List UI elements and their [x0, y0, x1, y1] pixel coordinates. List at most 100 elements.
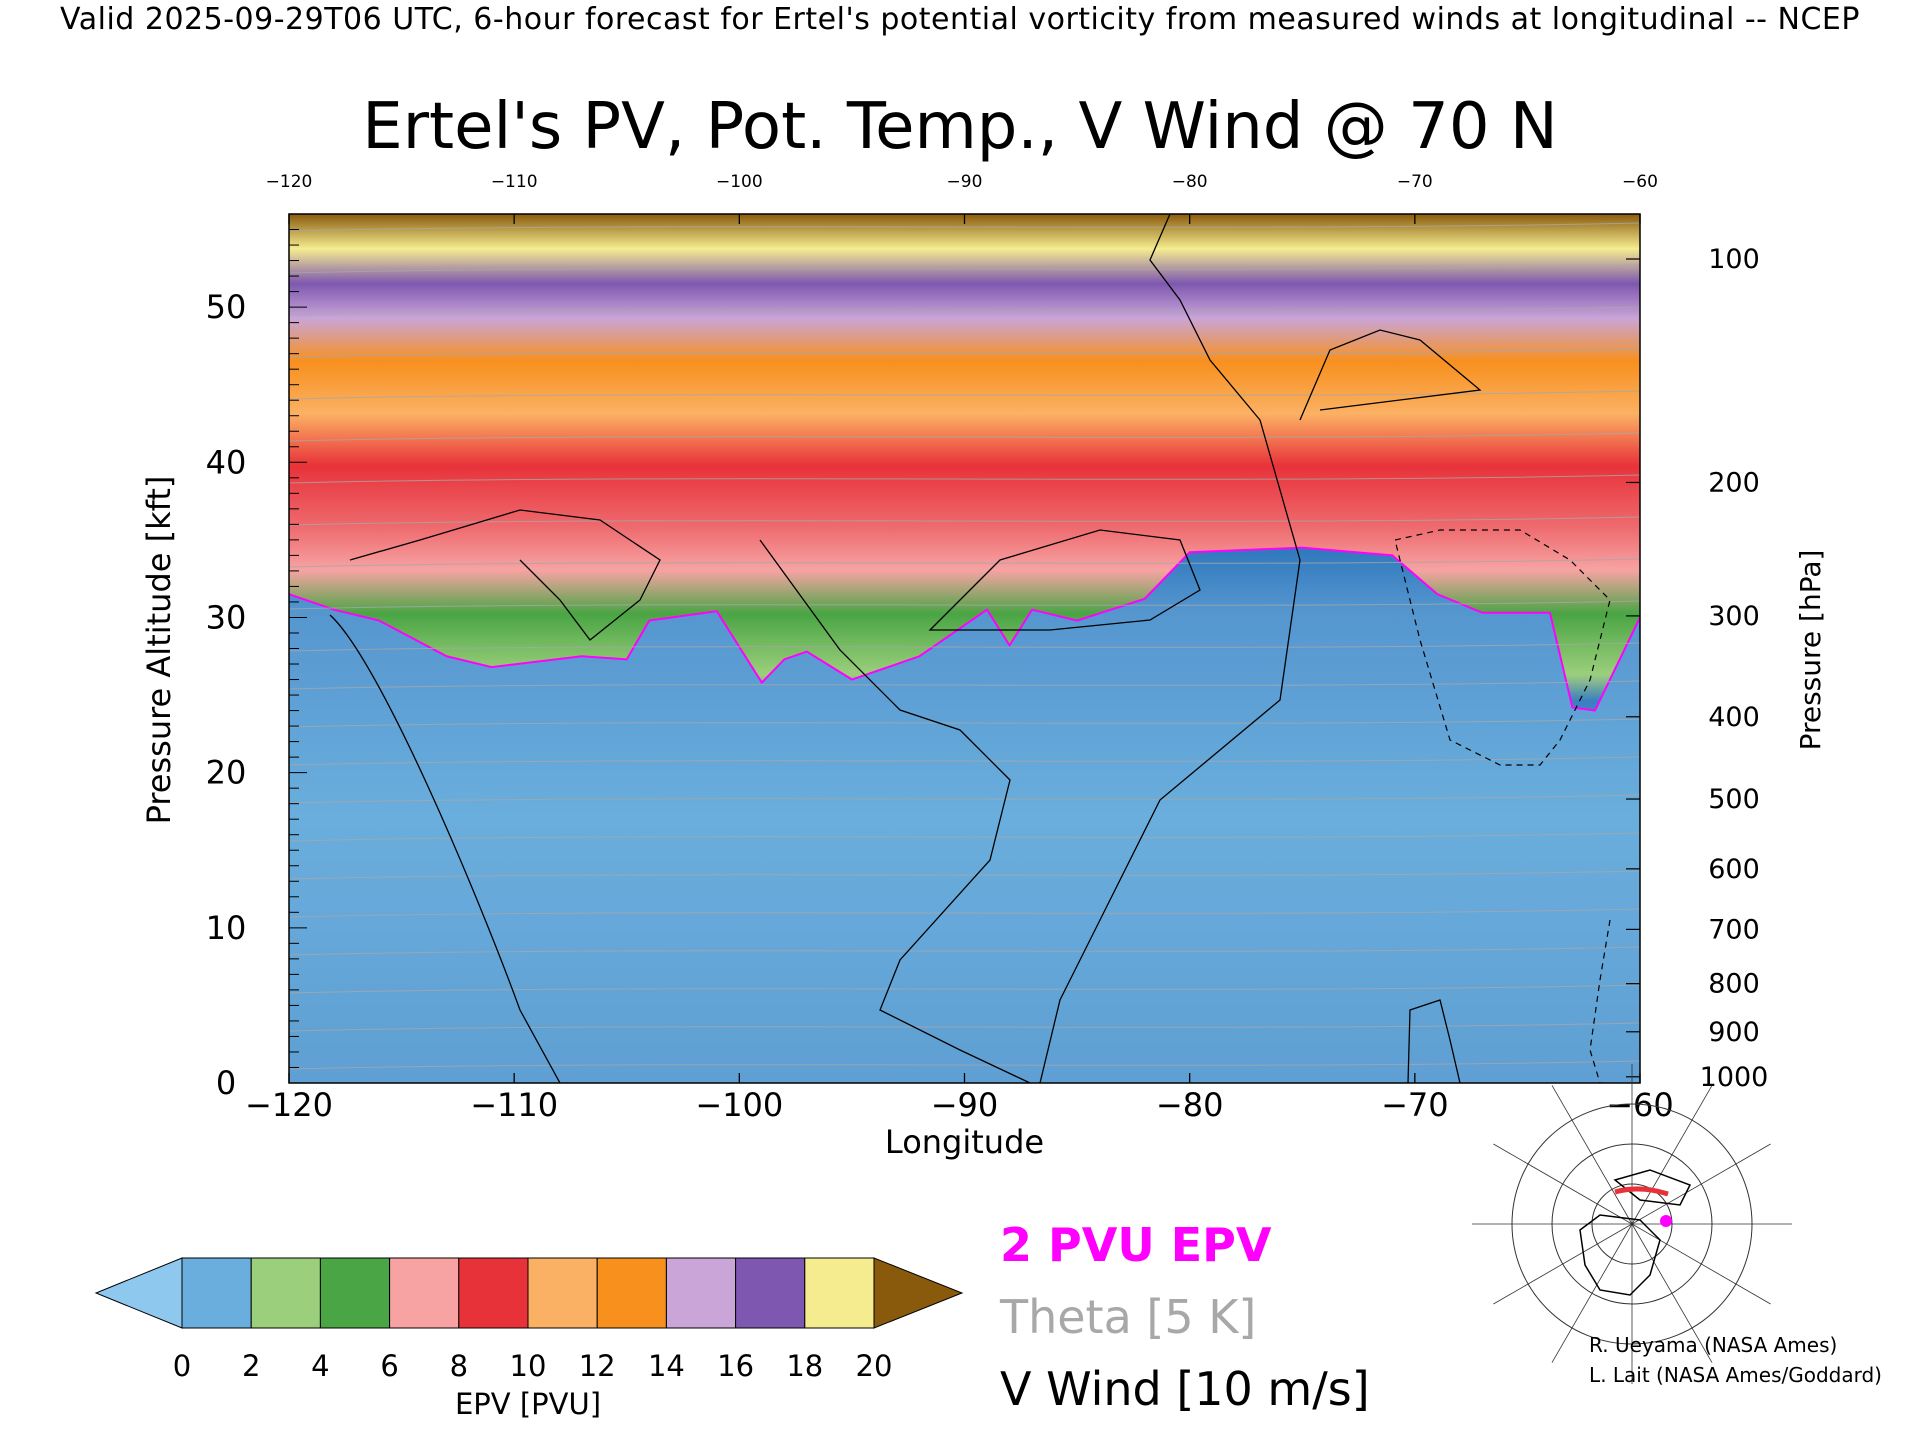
- pressure-tick-label: 700: [1708, 914, 1760, 945]
- theta-contour: [289, 432, 1640, 442]
- colorbar-tick-label: 0: [173, 1349, 191, 1383]
- theta-contour: [289, 264, 1640, 274]
- theta-contour: [289, 908, 1640, 918]
- vwind-contour: [349, 509, 661, 641]
- pressure-tick-label: 200: [1708, 467, 1760, 498]
- colorbar-segment: [665, 1257, 737, 1329]
- y-tick-label: 30: [206, 598, 247, 636]
- theta-contour: [289, 474, 1640, 484]
- location-marker: [1660, 1215, 1672, 1227]
- theta-contour: [289, 680, 1640, 690]
- theta-contour: [289, 642, 1640, 652]
- theta-contour: [289, 348, 1640, 358]
- chart-title: Ertel's PV, Pot. Temp., V Wind @ 70 N: [362, 90, 1558, 164]
- x-tick-label: −70: [1381, 1086, 1449, 1124]
- legend-entry: V Wind [10 m/s]: [1000, 1362, 1370, 1416]
- pressure-tick-label: 100: [1708, 244, 1760, 275]
- pressure-tick-label: 900: [1708, 1017, 1760, 1048]
- colorbar-segment: [389, 1257, 460, 1329]
- legend-entry: 2 PVU EPV: [1000, 1218, 1272, 1272]
- theta-contour: [289, 1060, 1640, 1070]
- pressure-tick-label: 300: [1708, 601, 1760, 632]
- x-top-tick-label: −110: [491, 172, 538, 192]
- meridian-line: [1551, 1085, 1633, 1225]
- y2-axis-label: Pressure [hPa]: [1794, 550, 1827, 751]
- colorbar-segment: [804, 1257, 875, 1329]
- x-tick-label: −90: [931, 1086, 999, 1124]
- colorbar-tick-label: 2: [242, 1349, 260, 1383]
- colorbar-high-arrow: [873, 1257, 964, 1329]
- theta-contour: [289, 756, 1640, 766]
- colorbar-tick-label: 16: [717, 1349, 754, 1383]
- theta-contour: [289, 390, 1640, 400]
- theta-contour: [289, 516, 1640, 526]
- colorbar-tick-label: 18: [786, 1349, 823, 1383]
- colorbar-segment: [458, 1257, 529, 1329]
- y-tick-label: 10: [206, 909, 247, 947]
- vwind-contour: [759, 539, 1031, 1083]
- theta-contour: [289, 832, 1640, 842]
- pressure-tick-label: 800: [1708, 969, 1760, 1000]
- theta-contour: [289, 718, 1640, 728]
- x-top-tick-label: −70: [1397, 172, 1433, 192]
- colorbar-low-arrow: [94, 1257, 183, 1329]
- vwind-contour: [928, 529, 1201, 631]
- theta-contour: [289, 870, 1640, 880]
- theta-contour: [289, 600, 1640, 610]
- forecast-header: Valid 2025-09-29T06 UTC, 6-hour forecast…: [60, 2, 1860, 37]
- meridian-line: [1631, 1223, 1713, 1363]
- pressure-tick-label: 600: [1708, 854, 1760, 885]
- polar-stereographic-map-icon: [1472, 1064, 1792, 1384]
- colorbar-tick-label: 20: [856, 1349, 893, 1383]
- colorbar-tick-label: 4: [311, 1349, 329, 1383]
- vwind-contour: [329, 614, 561, 1083]
- vwind-negative-contour: [1394, 529, 1611, 766]
- colorbar-segment: [527, 1257, 598, 1329]
- colorbar-segment: [735, 1257, 806, 1329]
- credits: R. Ueyama (NASA Ames) L. Lait (NASA Ames…: [1589, 1330, 1882, 1390]
- x-top-tick-label: −80: [1172, 172, 1208, 192]
- credit-line-2: L. Lait (NASA Ames/Goddard): [1589, 1363, 1882, 1387]
- epv-2pvu-line: [289, 546, 1640, 712]
- colorbar-tick-label: 14: [648, 1349, 685, 1383]
- x-top-tick-label: −120: [266, 172, 313, 192]
- colorbar-tick-label: 12: [579, 1349, 616, 1383]
- credit-line-1: R. Ueyama (NASA Ames): [1589, 1333, 1838, 1357]
- pressure-tick-label: 400: [1708, 702, 1760, 733]
- meridian-line: [1631, 1223, 1771, 1305]
- colorbar-tick-label: 8: [450, 1349, 468, 1383]
- theta-contour: [289, 794, 1640, 804]
- vwind-contour: [1039, 214, 1301, 1083]
- pressure-tick-label: 500: [1708, 784, 1760, 815]
- meridian-line: [1493, 1143, 1633, 1225]
- x-top-tick-label: −90: [947, 172, 983, 192]
- theta-contour: [289, 984, 1640, 994]
- y-axis-label: Pressure Altitude [kft]: [140, 476, 178, 825]
- x-tick-label: −110: [470, 1086, 558, 1124]
- colorbar-segment: [250, 1257, 321, 1329]
- y-tick-label: 50: [206, 288, 247, 326]
- y-tick-label: 40: [206, 443, 247, 481]
- x-tick-label: −120: [245, 1086, 333, 1124]
- y-tick-label: 20: [206, 754, 247, 792]
- theta-contour: [289, 946, 1640, 956]
- x-top-tick-label: −100: [716, 172, 763, 192]
- colorbar-tick-label: 6: [380, 1349, 398, 1383]
- x-top-tick-label: −60: [1622, 172, 1658, 192]
- colorbar-segment: [181, 1257, 252, 1329]
- theta-contour: [289, 306, 1640, 316]
- legend-entry: Theta [5 K]: [1000, 1290, 1257, 1344]
- cross-section-path: [1614, 1186, 1669, 1197]
- inset-background: [1538, 1150, 1733, 1300]
- meridian-line: [1551, 1223, 1633, 1363]
- colorbar-label: EPV [PVU]: [455, 1387, 601, 1421]
- colorbar-segment: [596, 1257, 667, 1329]
- continent-outline: [1579, 1214, 1661, 1296]
- x-tick-label: −100: [695, 1086, 783, 1124]
- y-tick-label: 0: [216, 1064, 236, 1102]
- theta-contour: [289, 222, 1640, 232]
- meridian-line: [1631, 1143, 1771, 1225]
- continent-outline: [1613, 1169, 1692, 1206]
- pressure-tick-label: 1000: [1700, 1062, 1769, 1093]
- vwind-contour: [1299, 329, 1482, 421]
